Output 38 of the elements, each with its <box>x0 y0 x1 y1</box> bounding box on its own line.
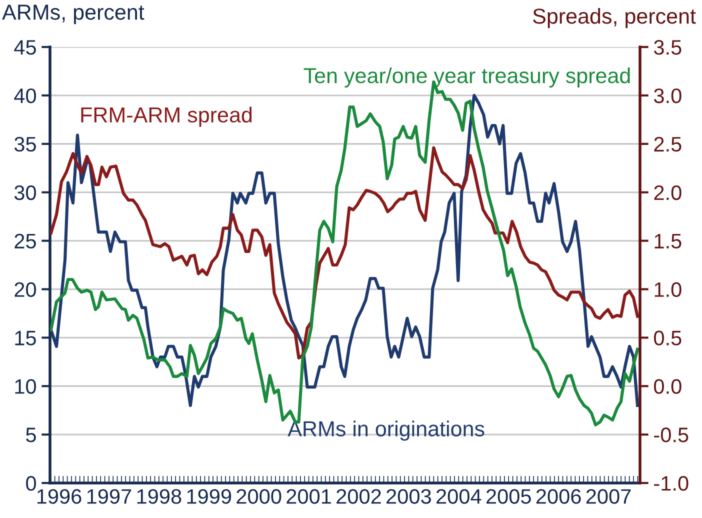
line-series <box>50 146 640 360</box>
y-tick-label: 0 <box>26 476 36 491</box>
x-tick-label: 1996 <box>37 489 82 504</box>
y2-tick-label: 3.5 <box>654 40 682 55</box>
x-tick-label: 2007 <box>586 489 631 504</box>
x-tick-label: 2002 <box>336 489 381 504</box>
y-tick-label: 25 <box>14 234 36 249</box>
series-label: ARMs in originations <box>288 420 484 441</box>
y-tick-label: 20 <box>14 282 36 297</box>
y2-tick-label: 2.5 <box>654 136 682 152</box>
y2-tick-label: -0.5 <box>654 428 688 442</box>
x-tick-label: 1999 <box>187 489 232 504</box>
y2-tick-label: 2.0 <box>654 185 682 200</box>
y2-tick-label: 1.0 <box>654 282 682 297</box>
y-tick-label: 15 <box>15 330 36 346</box>
y-tick-label: 35 <box>14 136 36 152</box>
y2-axis-title: Spreads, percent <box>533 8 696 28</box>
y-tick-label: 5 <box>26 428 36 442</box>
y-tick-label: 40 <box>14 88 36 104</box>
y2-tick-label: 0.5 <box>654 330 682 346</box>
y2-tick-label: 3.0 <box>654 88 682 104</box>
x-tick-label: 1998 <box>137 489 182 504</box>
x-tick-label: 2004 <box>436 489 482 504</box>
y-axis-title: ARMs, percent <box>2 4 144 24</box>
x-tick-label: 2001 <box>286 489 331 504</box>
x-tick-label: 2000 <box>236 489 282 504</box>
y-tick-label: 45 <box>14 40 36 55</box>
y2-tick-label: -1.0 <box>654 476 688 491</box>
series-label: Ten year/one year treasury spread <box>304 67 630 88</box>
y-tick-label: 10 <box>15 379 36 394</box>
x-tick-label: 1997 <box>87 489 132 504</box>
y-tick-label: 30 <box>14 185 36 200</box>
x-tick-label: 2005 <box>486 489 531 504</box>
x-tick-label: 2006 <box>536 489 581 504</box>
y2-tick-label: 1.5 <box>654 234 682 249</box>
x-tick-label: 2003 <box>386 489 431 504</box>
series-label: FRM-ARM spread <box>81 106 252 127</box>
y2-tick-label: 0.0 <box>654 379 682 394</box>
